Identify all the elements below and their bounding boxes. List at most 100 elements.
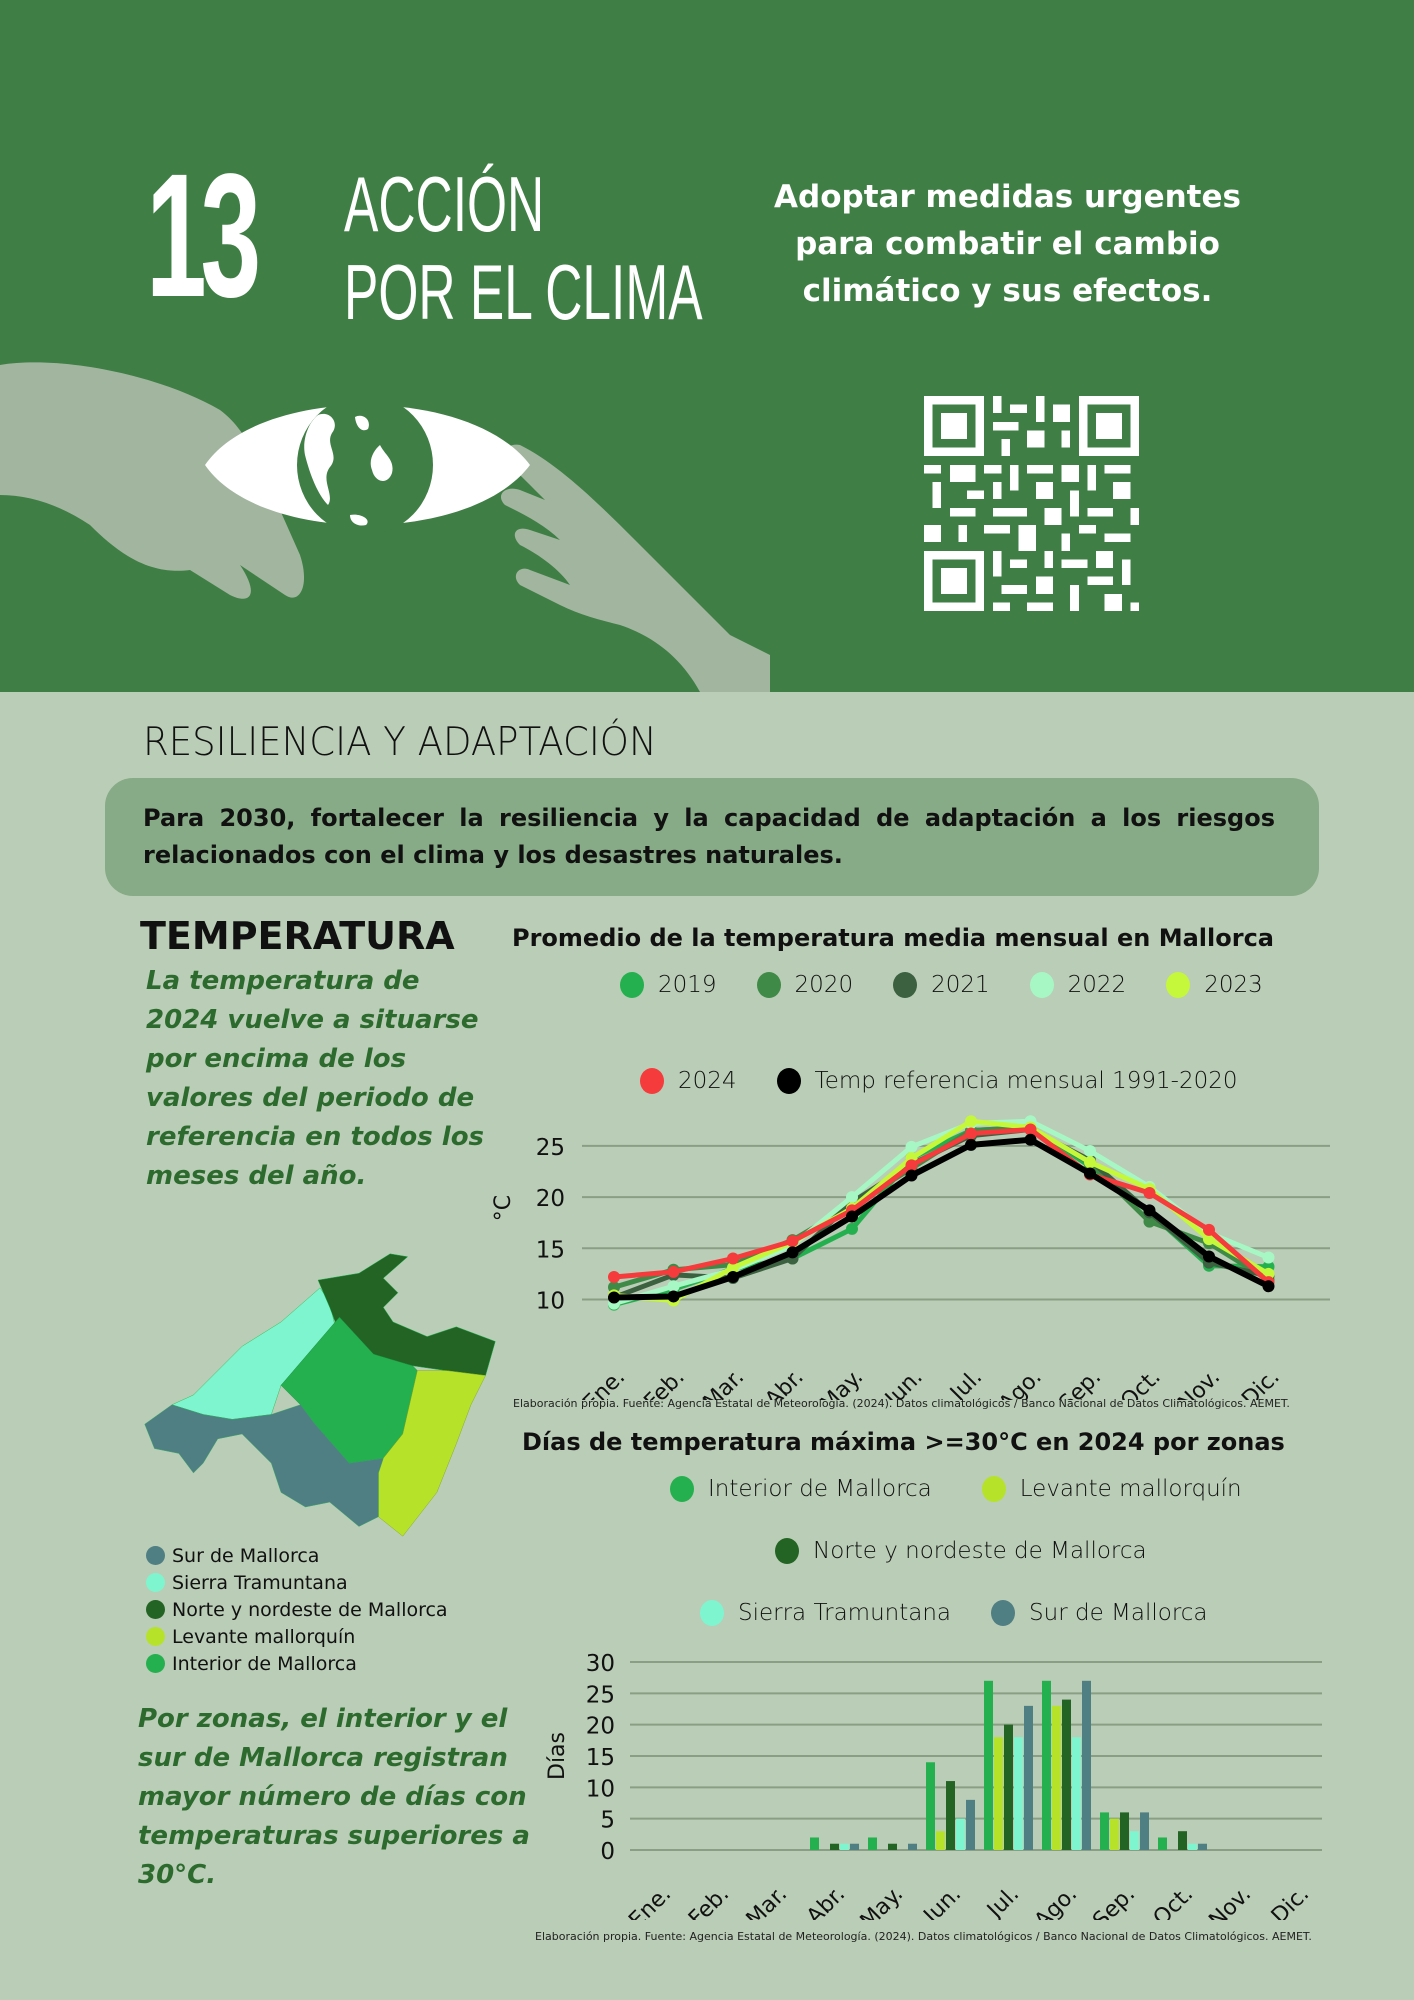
svg-text:25: 25 — [536, 1135, 565, 1161]
legend-dot-icon — [775, 1538, 799, 1564]
bar-chart-title: Días de temperatura máxima >=30°C en 202… — [522, 1428, 1285, 1456]
svg-text:Ago.: Ago. — [1030, 1882, 1082, 1920]
legend-row: 2019 2020 2021 2022 2023 — [620, 972, 1300, 998]
map-legend: Sur de Mallorca Sierra Tramuntana Norte … — [146, 1542, 448, 1677]
svg-text:15: 15 — [586, 1745, 615, 1771]
map-legend-item: Norte y nordeste de Mallorca — [146, 1596, 448, 1623]
map-legend-item: Sur de Mallorca — [146, 1542, 448, 1569]
svg-text:Jun.: Jun. — [879, 1365, 927, 1400]
legend-dot-icon — [670, 1476, 694, 1502]
line-chart-title: Promedio de la temperatura media mensual… — [512, 924, 1274, 952]
goal-title-line2: POR EL CLIMA — [344, 248, 703, 336]
qr-code[interactable] — [924, 396, 1139, 611]
section-title: RESILIENCIA Y ADAPTACIÓN — [143, 720, 657, 765]
line-chart-legend: 2019 2020 2021 2022 2023 2024 Temp referencia … — [620, 972, 1300, 1128]
goal-description: Adoptar medidas urgentes para combatir e… — [774, 179, 1241, 309]
legend-item: Interior de Mallorca — [670, 1476, 932, 1502]
svg-text:Feb.: Feb. — [684, 1882, 734, 1920]
svg-text:Dic.: Dic. — [1237, 1365, 1284, 1400]
legend-dot-icon — [146, 1600, 165, 1619]
map-legend-item: Interior de Mallorca — [146, 1650, 448, 1677]
svg-text:Jun.: Jun. — [918, 1882, 966, 1920]
svg-text:15: 15 — [536, 1237, 565, 1263]
svg-text:20: 20 — [536, 1186, 565, 1212]
legend-dot-icon — [776, 1068, 801, 1094]
legend-row: Norte y nordeste de Mallorca — [600, 1538, 1320, 1564]
svg-text:25: 25 — [586, 1682, 615, 1708]
legend-item: Temp referencia mensual 1991-2020 — [776, 1068, 1237, 1094]
legend-dot-icon — [640, 1068, 664, 1094]
map-legend-item: Levante mallorquín — [146, 1623, 448, 1650]
legend-dot-icon — [700, 1600, 724, 1626]
legend-row: Interior de Mallorca Levante mallorquín — [600, 1476, 1320, 1502]
legend-item: 2019 — [620, 972, 717, 998]
legend-dot-icon — [893, 972, 918, 998]
legend-dot-icon — [981, 1476, 1006, 1502]
legend-dot-icon — [146, 1546, 165, 1565]
legend-dot-icon — [146, 1627, 165, 1646]
legend-item: Norte y nordeste de Mallorca — [775, 1538, 1147, 1564]
temperature-note: La temperatura de 2024 vuelve a situarse… — [146, 966, 485, 1191]
legend-dot-icon — [991, 1600, 1016, 1626]
legend-row: 2024 Temp referencia mensual 1991-2020 — [620, 1068, 1300, 1094]
svg-text:Nov.: Nov. — [1204, 1882, 1256, 1920]
line-chart: 10 15 20 25 °C Ene. Feb. Mar. Abr. May. Jun. Jul. Ag… — [491, 1115, 1330, 1400]
legend-dot-icon — [146, 1573, 165, 1592]
svg-text:Ene.: Ene. — [624, 1882, 676, 1920]
goal-number: 13 — [146, 138, 261, 334]
svg-text:Oct.: Oct. — [1116, 1365, 1166, 1400]
mallorca-zones-map — [144, 1253, 496, 1537]
legend-dot-icon — [146, 1654, 165, 1673]
line-chart-source: Elaboración propia. Fuente: Agencia Esta… — [513, 1397, 1290, 1410]
svg-text:Sep.: Sep. — [1088, 1882, 1140, 1920]
svg-text:Días: Días — [545, 1732, 570, 1780]
legend-dot-icon — [1166, 972, 1191, 998]
legend-item: 2022 — [1029, 972, 1126, 998]
svg-text:Ene.: Ene. — [578, 1365, 630, 1400]
bar-chart-source: Elaboración propia. Fuente: Agencia Esta… — [535, 1930, 1312, 1943]
hands-eye-globe-icon — [0, 362, 770, 692]
svg-text:Abr.: Abr. — [761, 1365, 809, 1400]
svg-text:Abr.: Abr. — [802, 1882, 850, 1920]
legend-item: 2023 — [1166, 972, 1263, 998]
svg-text:10: 10 — [536, 1289, 565, 1315]
legend-dot-icon — [620, 972, 644, 998]
svg-text:Nov.: Nov. — [1173, 1365, 1225, 1400]
svg-text:10: 10 — [586, 1776, 615, 1802]
svg-text:Ago.: Ago. — [994, 1365, 1046, 1400]
svg-text:Jul.: Jul. — [981, 1882, 1024, 1920]
legend-item: Sierra Tramuntana — [700, 1600, 951, 1626]
svg-text:°C: °C — [491, 1195, 516, 1221]
svg-text:Mar.: Mar. — [742, 1882, 793, 1920]
svg-text:Mar.: Mar. — [699, 1365, 750, 1400]
hero-banner: 13 ACCIÓN POR EL CLIMA Adoptar medidas u… — [0, 0, 1414, 692]
legend-item: 2024 — [640, 1068, 737, 1094]
svg-text:Dic.: Dic. — [1267, 1882, 1314, 1920]
bar-chart: 0 5 10 15 20 25 30 Días Ene. Feb. Mar. Abr. May. Jun.… — [545, 1651, 1322, 1920]
legend-item: Levante mallorquín — [981, 1476, 1242, 1502]
svg-text:Feb.: Feb. — [640, 1365, 690, 1400]
target-box: Para 2030, fortalecer la resiliencia y l… — [105, 778, 1319, 896]
svg-text:5: 5 — [600, 1808, 615, 1834]
legend-item: 2020 — [756, 972, 853, 998]
legend-dot-icon — [756, 972, 781, 998]
svg-text:30: 30 — [586, 1651, 615, 1677]
target-text: Para 2030, fortalecer la resiliencia y l… — [143, 804, 1275, 869]
svg-text:Oct.: Oct. — [1149, 1882, 1199, 1920]
goal-title-line1: ACCIÓN — [344, 160, 545, 248]
svg-text:May.: May. — [856, 1882, 909, 1920]
legend-item: 2021 — [893, 972, 990, 998]
svg-text:Sep.: Sep. — [1054, 1365, 1106, 1400]
legend-row: Sierra Tramuntana Sur de Mallorca — [600, 1600, 1320, 1626]
legend-dot-icon — [1029, 972, 1054, 998]
goal-title: ACCIÓN POR EL CLIMA — [344, 160, 703, 336]
svg-text:0: 0 — [600, 1839, 615, 1865]
temperature-title: TEMPERATURA — [140, 914, 455, 958]
bar-chart-legend: Interior de Mallorca Levante mallorquín No… — [600, 1476, 1320, 1660]
svg-text:Jul.: Jul. — [944, 1365, 987, 1400]
map-legend-item: Sierra Tramuntana — [146, 1569, 448, 1596]
zones-note: Por zonas, el interior y el sur de Mallo… — [138, 1704, 530, 1890]
svg-text:May.: May. — [816, 1365, 869, 1400]
legend-item: Sur de Mallorca — [991, 1600, 1208, 1626]
svg-text:20: 20 — [586, 1714, 615, 1740]
